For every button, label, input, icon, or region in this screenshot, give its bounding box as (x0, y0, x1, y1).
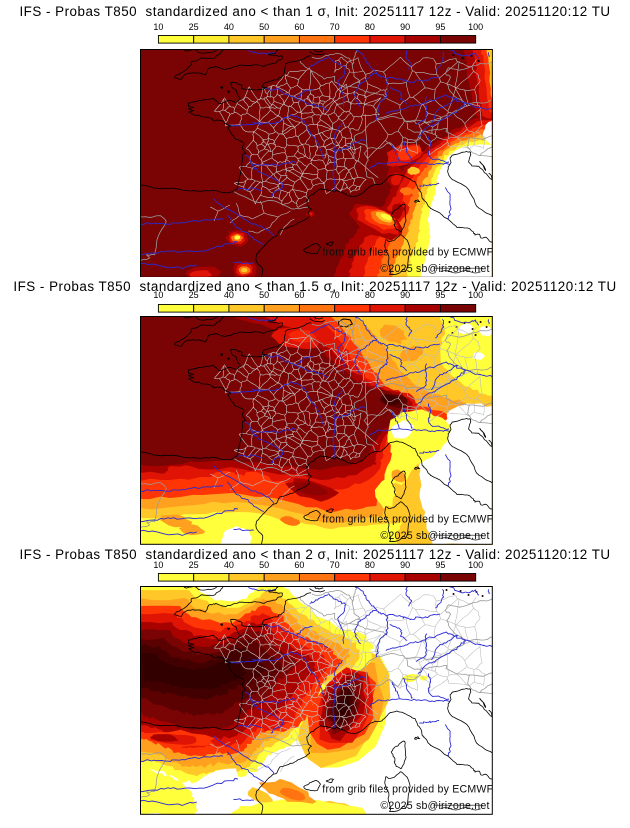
svg-text:©2025 sb@irizone.net: ©2025 sb@irizone.net (380, 800, 489, 812)
svg-text:©2025 sb@irizone.net: ©2025 sb@irizone.net (380, 263, 489, 275)
svg-text:from grib files provided by EC: from grib files provided by ECMWF (322, 246, 492, 258)
svg-text:from grib files provided by EC: from grib files provided by ECMWF (322, 783, 492, 795)
svg-text:from grib files provided by EC: from grib files provided by ECMWF (322, 514, 492, 526)
svg-text:©2025 sb@irizone.net: ©2025 sb@irizone.net (380, 530, 489, 542)
